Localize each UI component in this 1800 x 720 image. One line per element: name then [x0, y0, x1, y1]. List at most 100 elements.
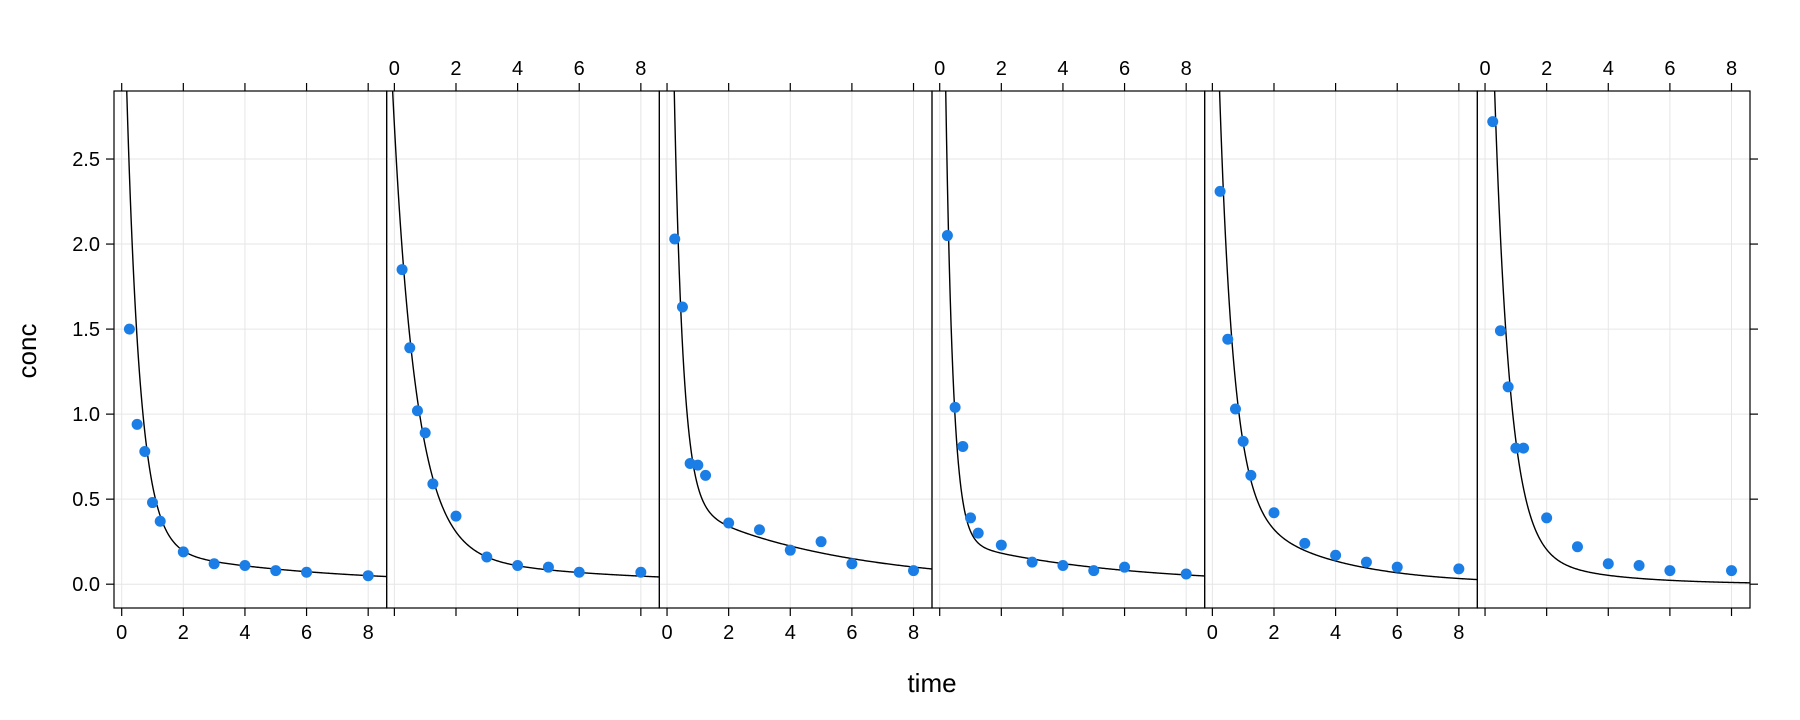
x-tick-label: 8 — [635, 58, 646, 80]
x-tick-label: 8 — [1181, 58, 1192, 80]
fitted-curve — [945, 91, 1205, 577]
data-point — [1487, 116, 1499, 128]
data-point — [1222, 333, 1234, 345]
x-tick-label: 0 — [1207, 622, 1218, 644]
data-point — [481, 551, 493, 563]
data-point — [908, 565, 920, 577]
x-tick-label: 8 — [1453, 622, 1464, 644]
data-point — [635, 566, 647, 578]
data-point — [846, 558, 858, 570]
data-point — [700, 469, 712, 481]
y-tick-label: 0.5 — [72, 489, 100, 511]
x-tick-label: 0 — [116, 622, 127, 644]
data-point — [239, 559, 251, 571]
x-tick-label: 8 — [908, 622, 919, 644]
x-tick-label: 4 — [1057, 58, 1068, 80]
data-point — [1268, 507, 1280, 519]
fitted-curve — [1493, 91, 1751, 584]
x-tick-label: 2 — [996, 58, 1007, 80]
data-point — [1026, 556, 1038, 568]
data-point — [147, 497, 159, 509]
data-point — [1602, 558, 1614, 570]
data-point — [1088, 565, 1100, 577]
data-point — [669, 233, 681, 245]
x-tick-label: 2 — [178, 622, 189, 644]
panel-border — [113, 90, 388, 609]
x-tick-label: 0 — [1479, 58, 1490, 80]
y-tick-label: 0.0 — [72, 574, 100, 596]
y-tick-label: 2.5 — [72, 149, 100, 171]
x-tick-label: 0 — [389, 58, 400, 80]
data-point — [965, 512, 977, 524]
data-point — [995, 539, 1007, 551]
y-tick-label: 1.5 — [72, 319, 100, 341]
data-point — [177, 546, 189, 558]
data-point — [1633, 559, 1645, 571]
data-point — [784, 544, 796, 556]
data-point — [723, 517, 735, 529]
x-tick-label: 6 — [846, 622, 857, 644]
fitted-curve — [673, 91, 932, 570]
data-point — [573, 566, 585, 578]
data-point — [941, 230, 953, 242]
panel-border — [658, 90, 933, 609]
data-point — [450, 510, 462, 522]
data-point — [1330, 549, 1342, 561]
panel-border — [386, 90, 660, 609]
panel-border — [931, 90, 1206, 609]
x-tick-label: 2 — [1541, 58, 1552, 80]
x-tick-label: 4 — [512, 58, 523, 80]
data-point — [270, 565, 282, 577]
data-point — [1245, 469, 1257, 481]
x-tick-label: 2 — [450, 58, 461, 80]
data-point — [957, 440, 969, 452]
y-tick-label: 1.0 — [72, 404, 100, 426]
x-tick-label: 6 — [1664, 58, 1675, 80]
x-tick-label: 8 — [1726, 58, 1737, 80]
x-tick-label: 4 — [785, 622, 796, 644]
data-point — [542, 561, 554, 573]
data-point — [1299, 537, 1311, 549]
data-point — [1510, 442, 1522, 454]
left-y-axis: 0.0 0.5 1.0 1.5 2.0 2.5 — [72, 149, 114, 596]
data-point — [1541, 512, 1553, 524]
data-point — [154, 515, 166, 527]
data-point — [676, 301, 688, 313]
right-y-axis — [1750, 158, 1758, 585]
data-point — [1180, 568, 1192, 580]
data-point — [1518, 442, 1530, 454]
panel-3: 0 2 4 6 8 — [658, 83, 933, 644]
data-point — [396, 264, 408, 276]
data-point — [512, 559, 524, 571]
data-point — [1237, 435, 1249, 447]
data-point — [1119, 561, 1131, 573]
data-point — [1057, 559, 1069, 571]
x-tick-label: 2 — [723, 622, 734, 644]
x-tick-label: 0 — [934, 58, 945, 80]
data-point — [1494, 325, 1506, 337]
data-point — [1391, 561, 1403, 573]
y-tick-label: 2.0 — [72, 234, 100, 256]
data-point — [1502, 381, 1514, 393]
panel-border — [1204, 90, 1478, 609]
data-point — [753, 524, 765, 536]
data-point — [427, 478, 439, 490]
x-tick-label: 8 — [363, 622, 374, 644]
data-point — [362, 570, 374, 582]
panel-4: 0 2 4 6 8 — [931, 58, 1206, 616]
panel-6: 0 2 4 6 8 — [1476, 58, 1751, 616]
data-point — [692, 459, 704, 471]
data-point — [815, 536, 827, 548]
fitted-curve — [126, 91, 387, 578]
x-tick-label: 6 — [301, 622, 312, 644]
x-tick-label: 6 — [1119, 58, 1130, 80]
panel-1: 0 2 4 6 8 — [113, 83, 388, 644]
x-tick-label: 0 — [661, 622, 672, 644]
x-tick-label: 4 — [239, 622, 250, 644]
data-point — [1664, 565, 1676, 577]
x-tick-label: 6 — [1392, 622, 1403, 644]
data-point — [208, 558, 220, 570]
y-axis-title: conc — [12, 324, 42, 379]
data-point — [1571, 541, 1583, 553]
data-point — [411, 405, 423, 417]
